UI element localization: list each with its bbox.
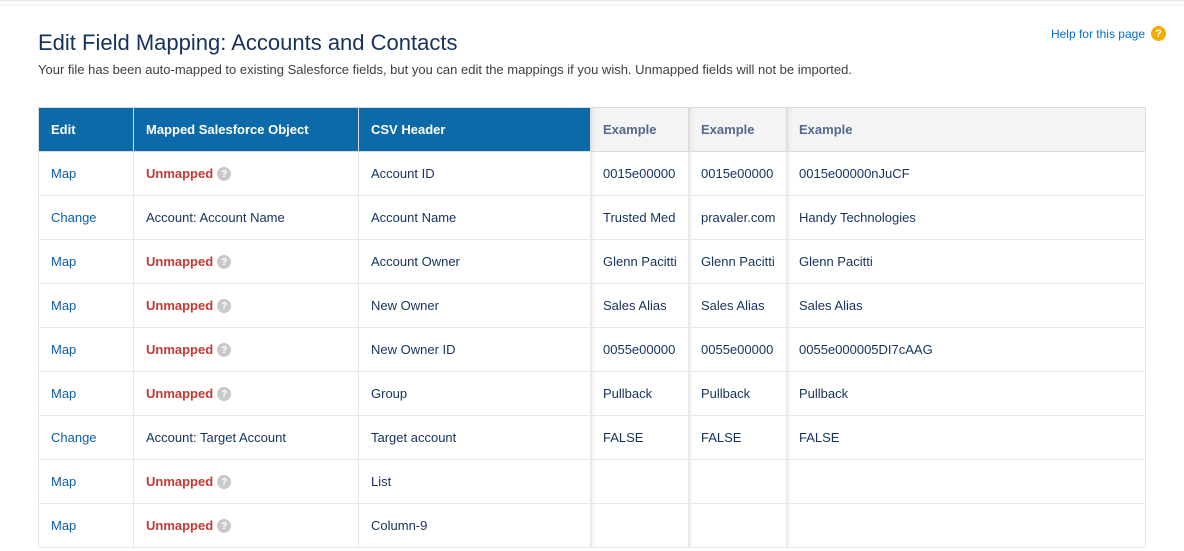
mapped-object-cell: Unmapped? [134, 240, 359, 284]
example-cell: Pullback [591, 372, 689, 416]
example-cell: 0055e00000 [689, 328, 787, 372]
question-icon[interactable]: ? [217, 343, 231, 357]
table-row: MapUnmapped?List [39, 460, 1146, 504]
example-cell [689, 504, 787, 548]
map-link[interactable]: Map [51, 166, 76, 181]
unmapped-label: Unmapped [146, 342, 213, 357]
mapped-object-cell: Unmapped? [134, 504, 359, 548]
page-top-divider [0, 0, 1184, 4]
example-cell: Sales Alias [591, 284, 689, 328]
help-link-label: Help for this page [1051, 27, 1145, 41]
mapped-object-cell: Unmapped? [134, 328, 359, 372]
col-header-example-2: Example [689, 108, 787, 152]
example-cell: 0015e00000nJuCF [787, 152, 1146, 196]
question-icon[interactable]: ? [217, 299, 231, 313]
unmapped-label: Unmapped [146, 254, 213, 269]
col-header-csv: CSV Header [359, 108, 591, 152]
csv-header-cell: Column-9 [359, 504, 591, 548]
unmapped-label: Unmapped [146, 166, 213, 181]
map-link[interactable]: Map [51, 518, 76, 533]
csv-header-cell: Account Name [359, 196, 591, 240]
map-link[interactable]: Map [51, 342, 76, 357]
example-cell: FALSE [591, 416, 689, 460]
example-cell [591, 460, 689, 504]
unmapped-label: Unmapped [146, 298, 213, 313]
table-row: MapUnmapped?Account ID0015e000000015e000… [39, 152, 1146, 196]
csv-header-cell: List [359, 460, 591, 504]
unmapped-label: Unmapped [146, 474, 213, 489]
csv-header-cell: Group [359, 372, 591, 416]
field-mapping-table: Edit Mapped Salesforce Object CSV Header… [38, 107, 1146, 548]
example-cell [591, 504, 689, 548]
example-cell [689, 460, 787, 504]
csv-header-cell: New Owner [359, 284, 591, 328]
example-cell: Sales Alias [787, 284, 1146, 328]
example-cell: Sales Alias [689, 284, 787, 328]
example-cell: Glenn Pacitti [787, 240, 1146, 284]
change-link[interactable]: Change [51, 210, 97, 225]
question-icon[interactable]: ? [217, 255, 231, 269]
mapped-object-cell: Unmapped? [134, 372, 359, 416]
example-cell [787, 460, 1146, 504]
table-row: MapUnmapped?New OwnerSales AliasSales Al… [39, 284, 1146, 328]
example-cell: FALSE [787, 416, 1146, 460]
example-cell: Trusted Med [591, 196, 689, 240]
help-link[interactable]: Help for this page ? [1051, 26, 1166, 41]
table-row: Change Account: Target AccountTarget acco… [39, 416, 1146, 460]
mapped-object-cell: Account: Target Account [134, 416, 359, 460]
csv-header-cell: Account Owner [359, 240, 591, 284]
question-icon[interactable]: ? [217, 387, 231, 401]
map-link[interactable]: Map [51, 298, 76, 313]
question-icon[interactable]: ? [217, 475, 231, 489]
example-cell: Pullback [787, 372, 1146, 416]
map-link[interactable]: Map [51, 254, 76, 269]
unmapped-label: Unmapped [146, 518, 213, 533]
page-title: Edit Field Mapping: Accounts and Contact… [38, 30, 1146, 56]
col-header-example-1: Example [591, 108, 689, 152]
table-row: MapUnmapped?New Owner ID0055e000000055e0… [39, 328, 1146, 372]
example-cell: 0055e00000 [591, 328, 689, 372]
col-header-mapped: Mapped Salesforce Object [134, 108, 359, 152]
example-cell: FALSE [689, 416, 787, 460]
map-link[interactable]: Map [51, 386, 76, 401]
csv-header-cell: Target account [359, 416, 591, 460]
change-link[interactable]: Change [51, 430, 97, 445]
question-icon[interactable]: ? [217, 167, 231, 181]
page-subtitle: Your file has been auto-mapped to existi… [38, 62, 1146, 77]
csv-header-cell: Account ID [359, 152, 591, 196]
example-cell: pravaler.com [689, 196, 787, 240]
example-cell: Glenn Pacitti [689, 240, 787, 284]
question-icon[interactable]: ? [217, 519, 231, 533]
mapped-object-cell: Unmapped? [134, 460, 359, 504]
example-cell: 0015e00000 [591, 152, 689, 196]
example-cell [787, 504, 1146, 548]
example-cell: Handy Technologies [787, 196, 1146, 240]
mapped-object-cell: Unmapped? [134, 284, 359, 328]
table-row: MapUnmapped?GroupPullbackPullbackPullbac… [39, 372, 1146, 416]
help-icon: ? [1151, 26, 1166, 41]
table-row: MapUnmapped?Account OwnerGlenn PacittiGl… [39, 240, 1146, 284]
example-cell: 0015e00000 [689, 152, 787, 196]
mapped-object-cell: Unmapped? [134, 152, 359, 196]
col-header-example-3: Example [787, 108, 1146, 152]
col-header-edit: Edit [39, 108, 134, 152]
example-cell: Pullback [689, 372, 787, 416]
example-cell: Glenn Pacitti [591, 240, 689, 284]
csv-header-cell: New Owner ID [359, 328, 591, 372]
table-row: Change Account: Account NameAccount NameT… [39, 196, 1146, 240]
mapped-object-cell: Account: Account Name [134, 196, 359, 240]
table-row: MapUnmapped?Column-9 [39, 504, 1146, 548]
example-cell: 0055e000005DI7cAAG [787, 328, 1146, 372]
map-link[interactable]: Map [51, 474, 76, 489]
table-header-row: Edit Mapped Salesforce Object CSV Header… [39, 108, 1146, 152]
unmapped-label: Unmapped [146, 386, 213, 401]
